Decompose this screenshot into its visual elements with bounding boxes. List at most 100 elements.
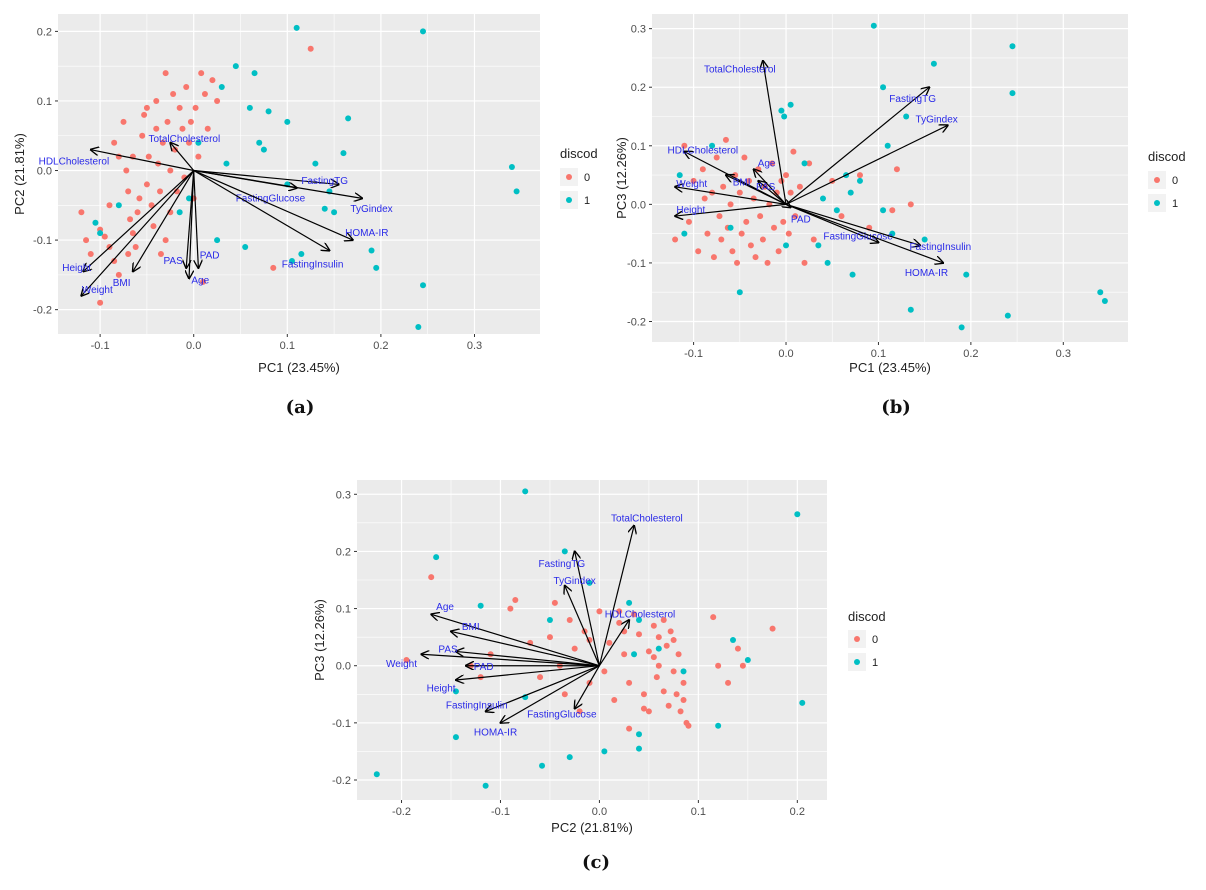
legend-swatch-1-b [1154,200,1160,206]
data-point-group-0 [738,230,745,237]
legend-swatch-0-a [566,174,572,180]
loading-arrow [193,170,330,251]
data-point-group-0 [209,77,216,84]
loading-arrow [785,203,920,245]
data-point-group-1 [415,324,422,331]
data-point-group-0 [125,188,132,195]
data-point-group-1 [727,224,734,231]
y-tick-label: 0.3 [336,489,351,501]
x-axis-title-a: PC1 (23.45%) [258,360,340,375]
data-point-group-1 [452,688,459,695]
loading-label: PAS [163,256,183,267]
data-point-group-0 [626,725,633,732]
data-point-group-0 [611,697,618,703]
y-tick-label: -0.1 [332,718,351,730]
loading-label: BMI [733,178,751,189]
data-point-group-1 [783,242,790,249]
loadings-a: TotalCholesterol HDLCholesterol FastingTG T… [39,134,393,296]
data-point-group-1 [636,617,642,623]
y-axis-title-c: PC3 (12.26%) [312,599,327,681]
legend-label-1-b: 1 [1172,198,1178,210]
panel-caption-a: (a) [286,397,315,418]
data-point-group-0 [428,574,435,581]
loading-label: FastingGlucose [823,232,893,243]
y-tick-label: 0.1 [631,141,646,153]
loading-arrow [421,654,600,667]
ticks-c: -0.2 -0.1 0.0 0.1 0.2 -0.2 -0.1 0.0 0.1 0.2 0.3 [332,489,805,818]
data-point-group-1 [246,104,253,111]
data-point-group-0 [653,674,660,681]
data-point-group-0 [773,189,780,196]
data-point-group-1 [546,617,553,623]
data-point-group-0 [186,139,193,146]
data-point-group-1 [420,28,427,35]
data-point-group-0 [790,148,797,155]
y-tick-label: -0.2 [627,317,646,329]
loading-label: FastingTG [301,176,348,187]
data-point-group-1 [1004,312,1011,319]
loading-label: Weight [386,659,417,670]
data-point-group-0 [145,153,152,160]
loading-arrow [763,61,787,205]
data-point-group-1 [799,699,806,706]
data-point-group-0 [889,207,896,214]
loading-label: TyGindex [554,576,596,587]
data-point-group-0 [204,125,211,132]
data-point-group-1 [601,748,608,755]
legend-c: discod 0 1 [848,609,886,671]
data-point-group-1 [522,488,529,495]
loading-label: HOMA-IR [905,268,948,279]
legend-label-0-c: 0 [872,634,878,646]
data-point-group-0 [512,597,519,603]
loading-label: HDLCholesterol [39,156,110,167]
data-point-group-0 [775,248,782,255]
loading-label: TotalCholesterol [148,134,220,145]
data-point-group-0 [757,213,764,220]
legend-label-1-a: 1 [584,195,590,207]
data-point-group-1 [787,101,794,108]
loading-label: PAD [200,250,220,261]
data-point-group-1 [566,754,573,761]
loading-label: PAS [438,645,458,656]
loading-label: Weight [676,179,707,190]
data-point-group-0 [164,118,171,125]
data-point-group-0 [150,223,157,230]
data-point-group-0 [655,634,662,641]
data-point-group-0 [537,674,544,681]
x-tick-label: 0.2 [373,340,388,352]
data-point-group-1 [849,271,856,278]
data-point-group-1 [368,247,375,254]
data-point-group-1 [288,257,295,264]
data-point-group-0 [650,622,657,629]
data-point-group-1 [930,60,937,67]
data-point-group-1 [115,202,122,209]
data-point-group-0 [551,599,558,606]
data-point-group-0 [616,619,623,626]
data-point-group-0 [120,118,127,125]
loading-arrow [456,651,600,667]
data-point-group-0 [645,708,652,715]
data-point-group-1 [561,548,568,555]
data-point-group-1 [218,84,225,91]
points-c [373,488,806,789]
data-point-group-0 [601,668,608,675]
data-point-group-0 [736,189,743,196]
data-point-group-1 [340,150,347,157]
loading-arrow [193,170,199,268]
data-point-group-1 [223,160,230,167]
data-point-group-0 [710,254,717,261]
data-point-group-1 [730,637,736,643]
data-point-group-0 [769,160,776,167]
legend-swatch-0-b [1154,177,1160,183]
data-point-group-1 [482,782,489,789]
data-point-group-0 [507,605,514,612]
legend-title-b: discod [1148,149,1186,164]
legend-a: discod 0 1 [560,146,598,209]
data-point-group-0 [660,688,667,695]
data-point-group-1 [921,236,928,243]
x-axis-title-c: PC2 (21.81%) [551,820,633,835]
legend-swatch-1-a [566,197,572,203]
data-point-group-0 [747,242,754,249]
data-point-group-0 [680,679,687,686]
plot-area-b [652,14,1128,342]
